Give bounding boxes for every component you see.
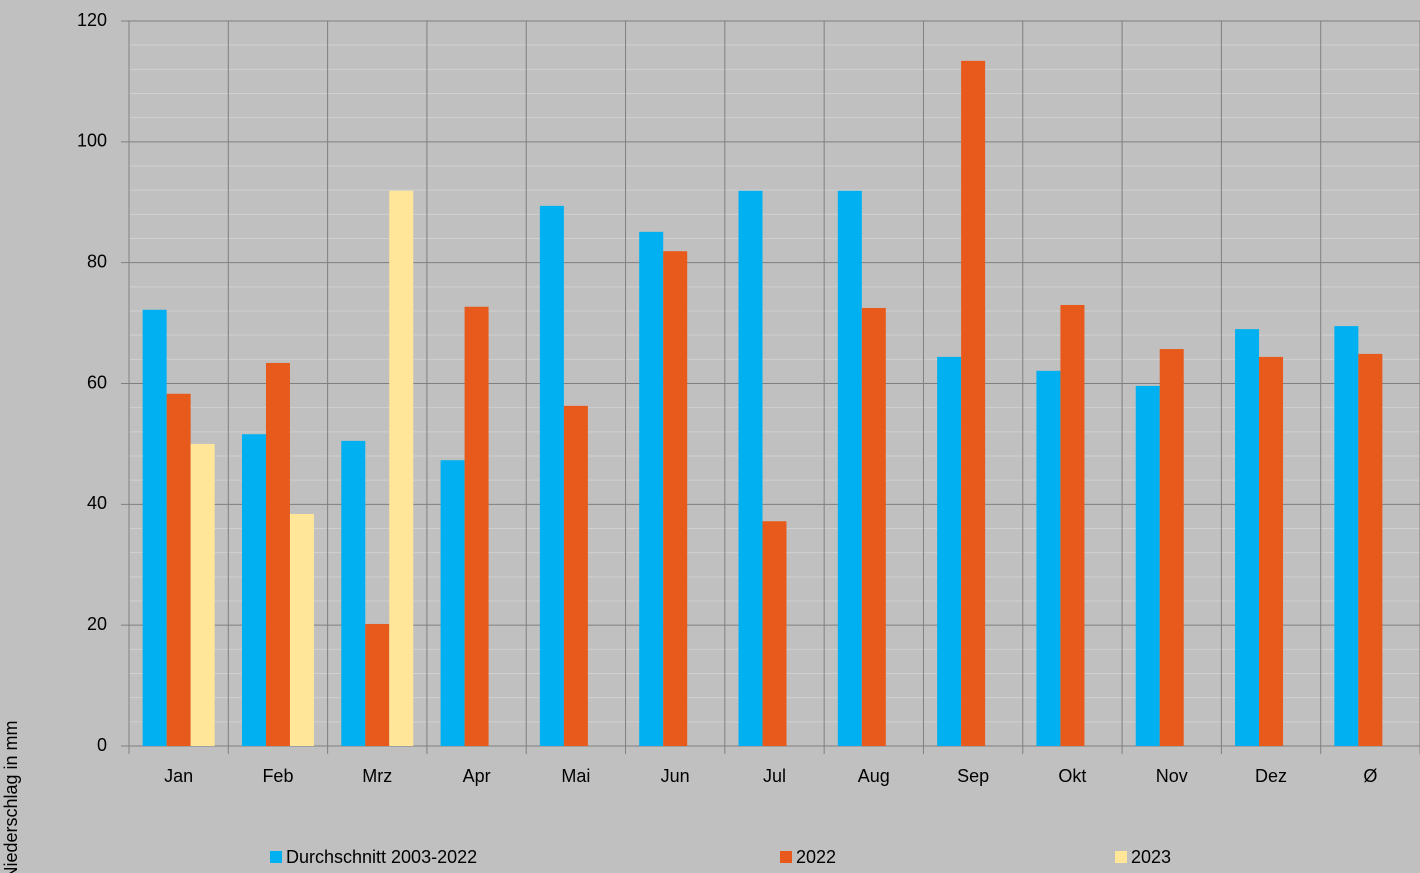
bar <box>1159 349 1184 746</box>
y-tick-label: 60 <box>87 372 107 392</box>
bar <box>539 205 564 746</box>
legend-swatch <box>270 851 282 863</box>
y-tick-label: 40 <box>87 493 107 513</box>
bar <box>365 623 390 746</box>
x-tick-label: Feb <box>262 766 293 786</box>
x-tick-label: Apr <box>463 766 491 786</box>
bar <box>738 190 763 747</box>
bar <box>440 460 465 746</box>
bar <box>1259 356 1284 746</box>
y-tick-label: 20 <box>87 614 107 634</box>
x-tick-label: Ø <box>1363 766 1377 786</box>
bar <box>1135 385 1160 746</box>
x-tick-label: Aug <box>858 766 890 786</box>
legend-label: 2023 <box>1131 847 1171 867</box>
bar <box>289 514 314 746</box>
y-tick-label: 0 <box>97 735 107 755</box>
legend-label: 2022 <box>796 847 836 867</box>
bar <box>1036 370 1061 746</box>
bar <box>861 307 886 746</box>
bar <box>1060 304 1085 746</box>
y-tick-label: 100 <box>77 131 107 151</box>
y-axis-label: Niederschlag in mm <box>1 720 21 873</box>
y-tick-label: 80 <box>87 251 107 271</box>
bar <box>389 190 414 747</box>
bar <box>341 440 366 746</box>
x-tick-label: Jul <box>763 766 786 786</box>
bar <box>464 306 489 746</box>
legend-swatch <box>780 851 792 863</box>
bar <box>142 309 167 746</box>
x-tick-label: Mai <box>561 766 590 786</box>
legend-swatch <box>1115 851 1127 863</box>
bar <box>639 231 664 746</box>
bar <box>1334 326 1359 746</box>
x-tick-label: Jan <box>164 766 193 786</box>
x-tick-label: Okt <box>1058 766 1086 786</box>
bar <box>961 60 986 746</box>
bar <box>166 393 191 746</box>
bar <box>762 521 787 746</box>
legend-label: Durchschnitt 2003-2022 <box>286 847 477 867</box>
bar <box>265 362 290 746</box>
bar <box>837 190 862 747</box>
x-tick-label: Dez <box>1255 766 1287 786</box>
x-tick-label: Jun <box>661 766 690 786</box>
bar <box>241 434 266 746</box>
bar <box>663 251 688 746</box>
x-tick-label: Nov <box>1156 766 1188 786</box>
bar <box>563 405 588 746</box>
bar <box>1235 329 1260 746</box>
y-tick-label: 120 <box>77 10 107 30</box>
x-tick-label: Mrz <box>362 766 392 786</box>
bar <box>937 356 962 746</box>
bar <box>190 443 215 746</box>
x-tick-label: Sep <box>957 766 989 786</box>
bar <box>1358 353 1383 746</box>
